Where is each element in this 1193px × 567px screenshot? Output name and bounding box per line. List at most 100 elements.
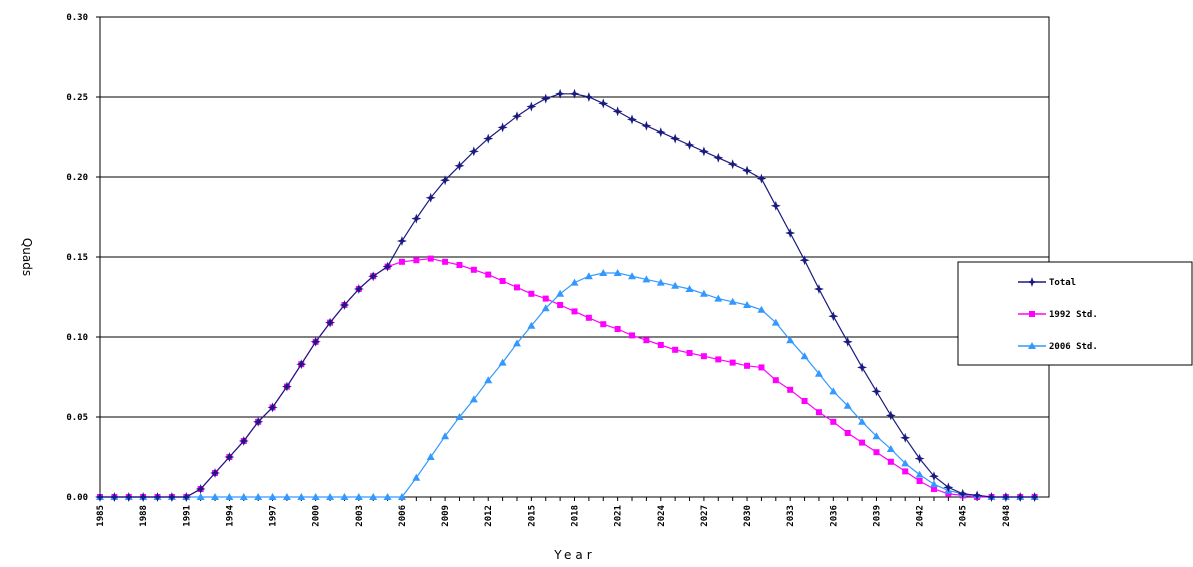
data-point [629, 332, 636, 339]
data-point [670, 133, 681, 144]
y-tick-label: 0.10 [66, 333, 88, 343]
data-point [842, 336, 853, 347]
data-point [527, 321, 536, 329]
data-point [557, 302, 564, 308]
data-point [902, 468, 909, 475]
data-point [830, 418, 837, 425]
data-point [281, 381, 292, 392]
data-point [1015, 492, 1026, 502]
data-point [383, 493, 392, 500]
data-point [442, 258, 449, 265]
data-point [253, 416, 264, 427]
data-point [456, 262, 463, 268]
data-point [843, 401, 852, 409]
data-point [715, 356, 722, 363]
data-point [1029, 492, 1040, 502]
data-point [166, 492, 177, 502]
data-point [254, 493, 263, 500]
y-tick-label: 0.25 [66, 93, 88, 103]
series-star [95, 88, 1040, 502]
data-point [311, 493, 320, 500]
data-point [727, 159, 738, 170]
y-tick-label: 0.15 [66, 253, 88, 263]
x-tick-label: 2024 [657, 504, 667, 526]
data-point [757, 305, 766, 313]
data-point [440, 175, 451, 186]
x-tick-label: 2018 [571, 505, 581, 527]
data-point [225, 493, 234, 500]
data-point [886, 445, 895, 452]
data-point [815, 409, 822, 416]
data-point [210, 468, 221, 478]
data-point [497, 122, 508, 133]
data-point [801, 398, 808, 404]
data-point [555, 88, 566, 99]
data-point [771, 318, 780, 326]
data-point [585, 314, 592, 321]
data-point [570, 278, 579, 286]
data-point [340, 493, 349, 500]
data-point [744, 362, 751, 369]
legend-label: 2006 Std. [1049, 342, 1098, 352]
data-point [268, 493, 277, 500]
data-point [756, 173, 767, 184]
data-point [396, 236, 407, 246]
x-tick-label: 1997 [269, 505, 279, 527]
data-point [642, 275, 651, 283]
data-point [686, 350, 693, 356]
data-point [484, 376, 493, 384]
data-point [612, 106, 623, 117]
data-point [195, 484, 206, 494]
x-tick-label: 2012 [484, 505, 494, 527]
data-point [742, 165, 753, 176]
data-point [915, 470, 924, 478]
data-point [657, 342, 664, 348]
data-point [684, 140, 695, 150]
data-point [758, 364, 765, 371]
data-point [455, 413, 464, 420]
x-tick-label: 2027 [700, 505, 710, 527]
data-point [613, 269, 622, 276]
data-point [95, 492, 105, 502]
data-point [123, 492, 134, 502]
data-point [641, 120, 652, 131]
data-point [800, 352, 809, 360]
data-point [885, 410, 896, 421]
data-point [945, 490, 952, 497]
data-point [498, 358, 507, 366]
data-point [714, 294, 723, 302]
x-tick-label: 2036 [829, 505, 839, 527]
data-point [887, 458, 894, 465]
data-point [873, 449, 880, 456]
data-point [770, 200, 781, 211]
data-point [914, 453, 925, 464]
data-point [239, 493, 248, 500]
x-tick-label: 2042 [916, 505, 926, 527]
data-point [643, 337, 650, 344]
legend: Total 1992 Std. 2006 Std. [957, 261, 1193, 366]
data-point [339, 300, 350, 310]
x-tick-label: 1988 [139, 505, 149, 527]
data-point [513, 284, 520, 291]
y-tick-label: 0.00 [66, 493, 88, 503]
x-tick-label: 2030 [743, 505, 753, 527]
data-point [397, 493, 406, 500]
legend-marker [1028, 342, 1036, 349]
data-point [353, 284, 364, 294]
data-point [986, 492, 997, 502]
data-point [583, 92, 594, 102]
x-tick-label: 2003 [355, 505, 365, 527]
legend-label: 1992 Std. [1049, 310, 1098, 320]
x-tick-label: 2000 [312, 505, 322, 527]
data-point [499, 278, 506, 284]
data-point [829, 387, 838, 395]
data-point [699, 289, 708, 297]
data-point [413, 257, 420, 264]
data-point [698, 146, 709, 157]
data-point [483, 133, 494, 144]
data-point [325, 317, 336, 328]
data-point [426, 453, 435, 460]
data-point [813, 284, 824, 294]
data-point [425, 192, 436, 203]
